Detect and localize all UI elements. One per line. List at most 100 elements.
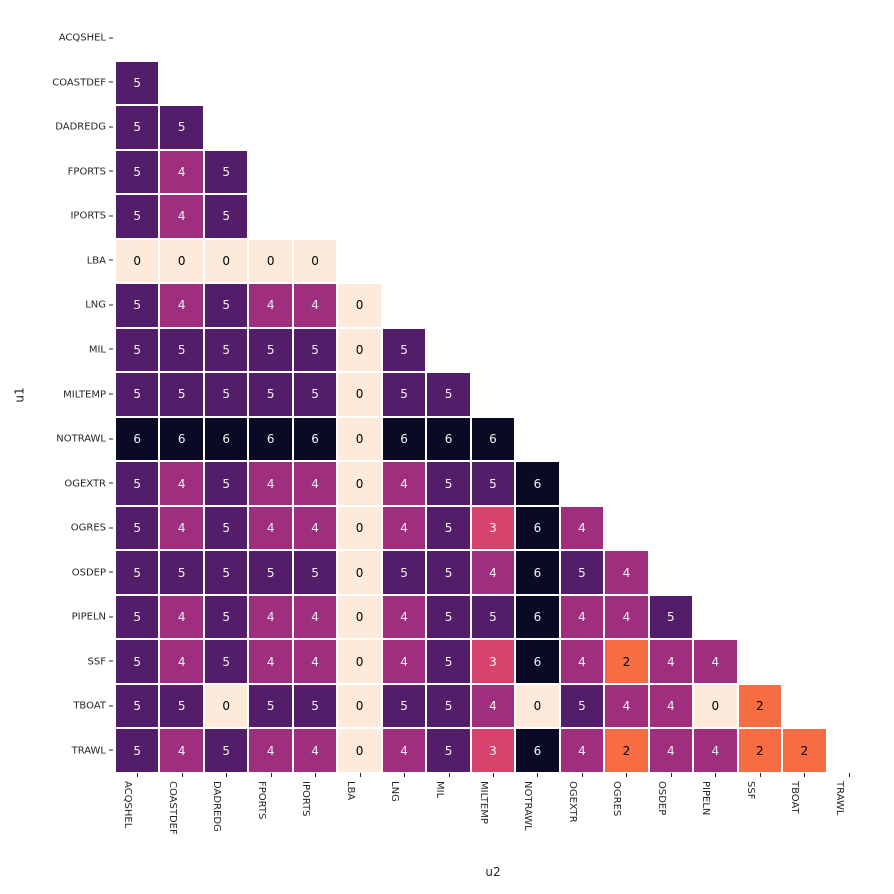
- cell-value: 5: [383, 373, 425, 416]
- cell-value: 5: [205, 284, 247, 327]
- cell-value: 5: [383, 685, 425, 728]
- tick-mark: [109, 304, 113, 305]
- cell-value: 5: [427, 596, 469, 639]
- cell-value: 5: [205, 462, 247, 505]
- cell-value: 4: [383, 462, 425, 505]
- heatmap-cell: 6: [383, 418, 425, 461]
- heatmap-cell: 5: [160, 373, 202, 416]
- heatmap-cell: 4: [160, 729, 202, 772]
- y-tick: IPORTS: [70, 211, 113, 222]
- cell-value: 6: [516, 596, 558, 639]
- y-tick: LNG: [85, 300, 113, 311]
- cell-value: 5: [561, 685, 603, 728]
- heatmap-cell: 4: [383, 640, 425, 683]
- y-tick-label: IPORTS: [70, 211, 106, 222]
- cell-value: 4: [650, 729, 692, 772]
- heatmap-cell: 5: [116, 62, 158, 105]
- heatmap-cell: 4: [561, 729, 603, 772]
- y-tick: PIPELN: [72, 612, 113, 623]
- y-tick-label: NOTRAWL: [56, 434, 106, 445]
- cell-value: 0: [516, 685, 558, 728]
- cell-value: 5: [205, 596, 247, 639]
- cell-value: 3: [472, 640, 514, 683]
- cell-value: 0: [338, 418, 380, 461]
- y-tick: MILTEMP: [63, 389, 113, 400]
- heatmap-cell: 5: [294, 551, 336, 594]
- heatmap-cell: 6: [427, 418, 469, 461]
- tick-mark: [404, 773, 405, 777]
- cell-value: 5: [205, 729, 247, 772]
- y-tick-label: OGEXTR: [64, 478, 106, 489]
- heatmap-cell: 5: [205, 640, 247, 683]
- heatmap-cell: 5: [249, 329, 291, 372]
- cell-value: 5: [294, 373, 336, 416]
- heatmap-cell: 5: [116, 596, 158, 639]
- heatmap-cell: 4: [249, 596, 291, 639]
- cell-value: 5: [427, 507, 469, 550]
- heatmap-cell: 5: [383, 373, 425, 416]
- cell-value: 6: [249, 418, 291, 461]
- heatmap-cell: 5: [561, 551, 603, 594]
- heatmap-cell: 4: [294, 596, 336, 639]
- heatmap-cell: 5: [116, 151, 158, 194]
- heatmap-cell: 0: [205, 240, 247, 283]
- cell-value: 5: [205, 151, 247, 194]
- heatmap-cell: 5: [205, 596, 247, 639]
- heatmap-cell: 0: [249, 240, 291, 283]
- cell-value: 6: [383, 418, 425, 461]
- heatmap-cell: 3: [472, 507, 514, 550]
- cell-value: 4: [160, 640, 202, 683]
- heatmap-cell: 4: [472, 685, 514, 728]
- cell-value: 4: [694, 640, 736, 683]
- heatmap-cell: 5: [205, 151, 247, 194]
- cell-value: 4: [160, 507, 202, 550]
- cell-value: 5: [427, 551, 469, 594]
- heatmap-cell: 5: [383, 329, 425, 372]
- x-tick-label: OSDEP: [656, 781, 667, 815]
- y-tick: COASTDEF: [52, 77, 113, 88]
- heatmap-cell: 4: [605, 685, 647, 728]
- heatmap-cell: 6: [249, 418, 291, 461]
- cell-value: 4: [561, 729, 603, 772]
- cell-value: 2: [783, 729, 825, 772]
- y-tick-label: ACQSHEL: [59, 33, 106, 44]
- cell-value: 4: [249, 640, 291, 683]
- x-axis-label: u2: [485, 865, 500, 879]
- cell-value: 0: [694, 685, 736, 728]
- heatmap-cell: 5: [249, 551, 291, 594]
- x-tick-label: LBA: [345, 781, 356, 800]
- heatmap-cell: 0: [338, 596, 380, 639]
- cell-value: 6: [516, 462, 558, 505]
- cell-value: 5: [116, 729, 158, 772]
- heatmap-cell: 5: [116, 106, 158, 149]
- heatmap-cell: 5: [205, 284, 247, 327]
- heatmap-cell: 0: [116, 240, 158, 283]
- heatmap-cell: 2: [783, 729, 825, 772]
- heatmap-cell: 4: [561, 640, 603, 683]
- cell-value: 6: [516, 551, 558, 594]
- heatmap-cell: 0: [338, 729, 380, 772]
- heatmap-cell: 5: [561, 685, 603, 728]
- heatmap-cell: 6: [516, 729, 558, 772]
- cell-value: 0: [205, 240, 247, 283]
- cell-value: 5: [116, 373, 158, 416]
- tick-mark: [537, 773, 538, 777]
- cell-value: 5: [160, 551, 202, 594]
- heatmap-cell: 5: [116, 284, 158, 327]
- heatmap-cell: 2: [605, 729, 647, 772]
- heatmap-cell: 0: [338, 551, 380, 594]
- cell-value: 0: [249, 240, 291, 283]
- heatmap-cell: 4: [294, 507, 336, 550]
- y-axis-label: u1: [13, 387, 27, 402]
- heatmap-cell: 2: [605, 640, 647, 683]
- cell-value: 6: [472, 418, 514, 461]
- cell-value: 4: [160, 729, 202, 772]
- heatmap-cell: 5: [205, 329, 247, 372]
- heatmap-cell: 4: [294, 640, 336, 683]
- cell-value: 6: [294, 418, 336, 461]
- cell-value: 6: [160, 418, 202, 461]
- cell-value: 4: [160, 462, 202, 505]
- tick-mark: [109, 616, 113, 617]
- heatmap-cell: 5: [294, 685, 336, 728]
- cell-value: 4: [383, 507, 425, 550]
